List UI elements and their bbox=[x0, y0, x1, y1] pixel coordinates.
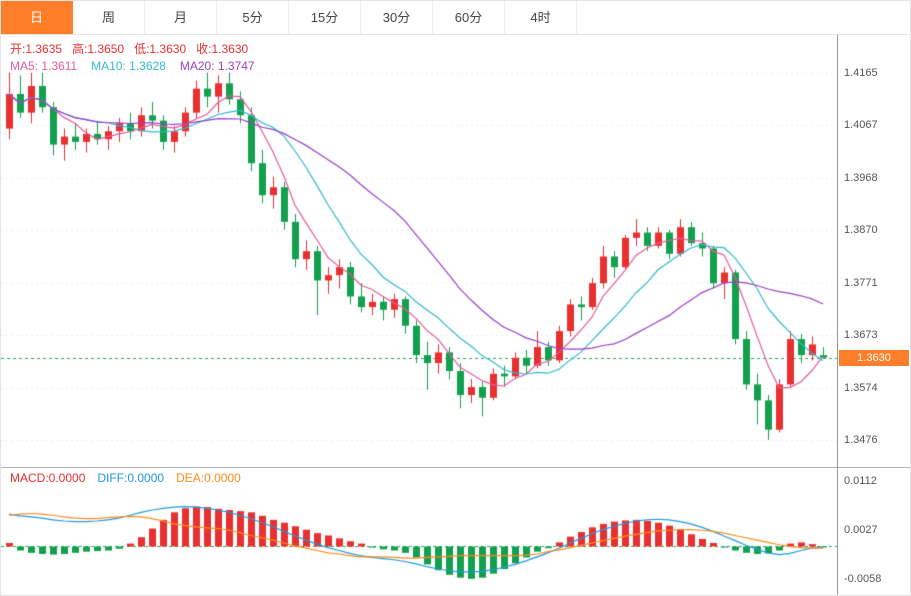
tab-week[interactable]: 周 bbox=[73, 1, 145, 34]
y-axis-tick: 1.3870 bbox=[844, 223, 878, 236]
macd-readout: MACD:0.0000 DIFF:0.0000 DEA:0.0000 bbox=[10, 471, 253, 485]
y-axis-tick: 1.4067 bbox=[844, 118, 878, 131]
macd-chart[interactable] bbox=[1, 467, 837, 595]
dea-value-label: DEA:0.0000 bbox=[176, 471, 241, 485]
diff-value-label: DIFF:0.0000 bbox=[97, 471, 165, 485]
y-axis-tick: 1.4165 bbox=[844, 66, 878, 79]
y-axis-tick: 1.3574 bbox=[844, 381, 878, 394]
y-axis-tick: 1.3476 bbox=[844, 433, 878, 446]
ohlc-high: 高:1.3650 bbox=[72, 42, 125, 56]
y-axis-tick: 1.3673 bbox=[844, 328, 878, 341]
ohlc-readout: 开:1.3635 高:1.3650 低:1.3630 收:1.3630 bbox=[10, 40, 258, 57]
y-axis-tick: 1.3968 bbox=[844, 171, 878, 184]
y-axis-tick: 1.3771 bbox=[844, 276, 878, 289]
tab-5min[interactable]: 5分 bbox=[217, 1, 289, 34]
macd-axis-tick: 0.0027 bbox=[844, 524, 878, 537]
candlestick-chart[interactable] bbox=[1, 34, 837, 467]
ma20-label: MA20: 1.3747 bbox=[179, 59, 255, 73]
ma10-label: MA10: 1.3628 bbox=[91, 59, 166, 73]
ma5-label: MA5: 1.3611 bbox=[10, 59, 78, 73]
tab-4hour[interactable]: 4时 bbox=[505, 1, 577, 34]
current-price-tag: 1.3630 bbox=[839, 349, 909, 366]
tab-day[interactable]: 日 bbox=[1, 1, 73, 34]
tab-30min[interactable]: 30分 bbox=[361, 1, 433, 34]
ohlc-low: 低:1.3630 bbox=[134, 42, 187, 56]
tab-15min[interactable]: 15分 bbox=[289, 1, 361, 34]
tab-month[interactable]: 月 bbox=[145, 1, 217, 34]
ma-readout: MA5: 1.3611 MA10: 1.3628 MA20: 1.3747 bbox=[10, 59, 269, 73]
macd-axis-tick: 0.0112 bbox=[844, 475, 877, 488]
panel-divider bbox=[1, 467, 910, 468]
ohlc-close: 收:1.3630 bbox=[196, 42, 249, 56]
macd-value-label: MACD:0.0000 bbox=[10, 471, 86, 485]
ohlc-open: 开:1.3635 bbox=[10, 42, 63, 56]
interval-tabbar: 日 周 月 5分 15分 30分 60分 4时 bbox=[1, 1, 910, 35]
macd-axis-tick: -0.0058 bbox=[844, 573, 882, 586]
tab-60min[interactable]: 60分 bbox=[433, 1, 505, 34]
y-axis-line bbox=[837, 34, 838, 595]
